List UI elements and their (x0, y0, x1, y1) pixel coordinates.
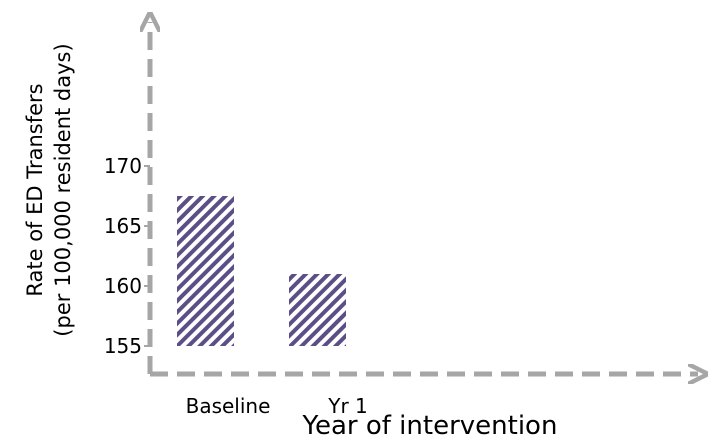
y-tick-label: 160 (104, 274, 142, 298)
y-tick-label: 165 (104, 214, 142, 238)
x-labels-group: Baseline Yr 1 (186, 394, 368, 418)
x-tick-label: Yr 1 (327, 394, 368, 418)
bars-group (177, 196, 346, 346)
x-axis-title: Year of intervention (302, 411, 558, 439)
bar-yr-1 (289, 274, 346, 346)
y-axis-title-line2: (per 100,000 resident days) (51, 43, 75, 336)
bar-baseline (177, 196, 234, 346)
y-tick-label: 155 (104, 334, 142, 358)
x-tick-label: Baseline (186, 394, 271, 418)
y-ticks-group: 155 160 165 170 (104, 154, 150, 358)
y-tick-label: 170 (104, 154, 142, 178)
y-axis-title: Rate of ED Transfers (per 100,000 reside… (23, 43, 75, 336)
y-axis-title-line1: Rate of ED Transfers (23, 83, 47, 296)
